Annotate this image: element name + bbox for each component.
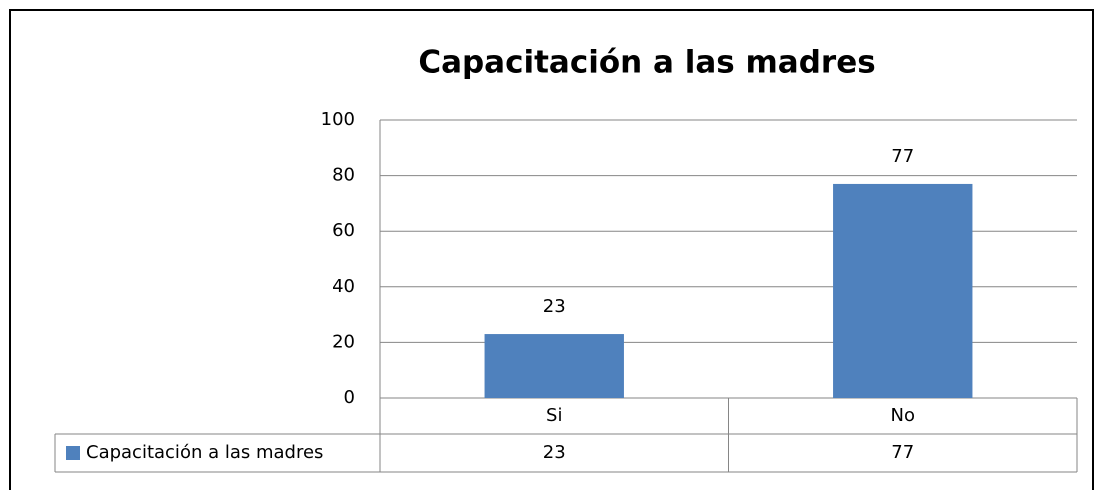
table-value: 77: [891, 442, 914, 463]
y-tick-label: 60: [332, 220, 355, 241]
y-tick-label: 80: [332, 165, 355, 186]
bar: [484, 334, 624, 398]
y-tick-label: 100: [321, 109, 355, 130]
x-tick-label: Si: [546, 405, 562, 426]
legend-swatch: [66, 446, 80, 460]
data-label: 77: [891, 146, 914, 167]
y-tick-label: 20: [332, 331, 355, 352]
y-tick-label: 40: [332, 276, 355, 297]
y-tick-label: 0: [344, 387, 355, 408]
table-value: 23: [543, 442, 566, 463]
bar: [833, 183, 973, 398]
chart-frame: [9, 9, 1094, 490]
data-label: 23: [543, 296, 566, 317]
chart-title: Capacitación a las madres: [418, 45, 875, 81]
x-tick-label: No: [891, 405, 915, 426]
legend-label: Capacitación a las madres: [86, 442, 323, 463]
